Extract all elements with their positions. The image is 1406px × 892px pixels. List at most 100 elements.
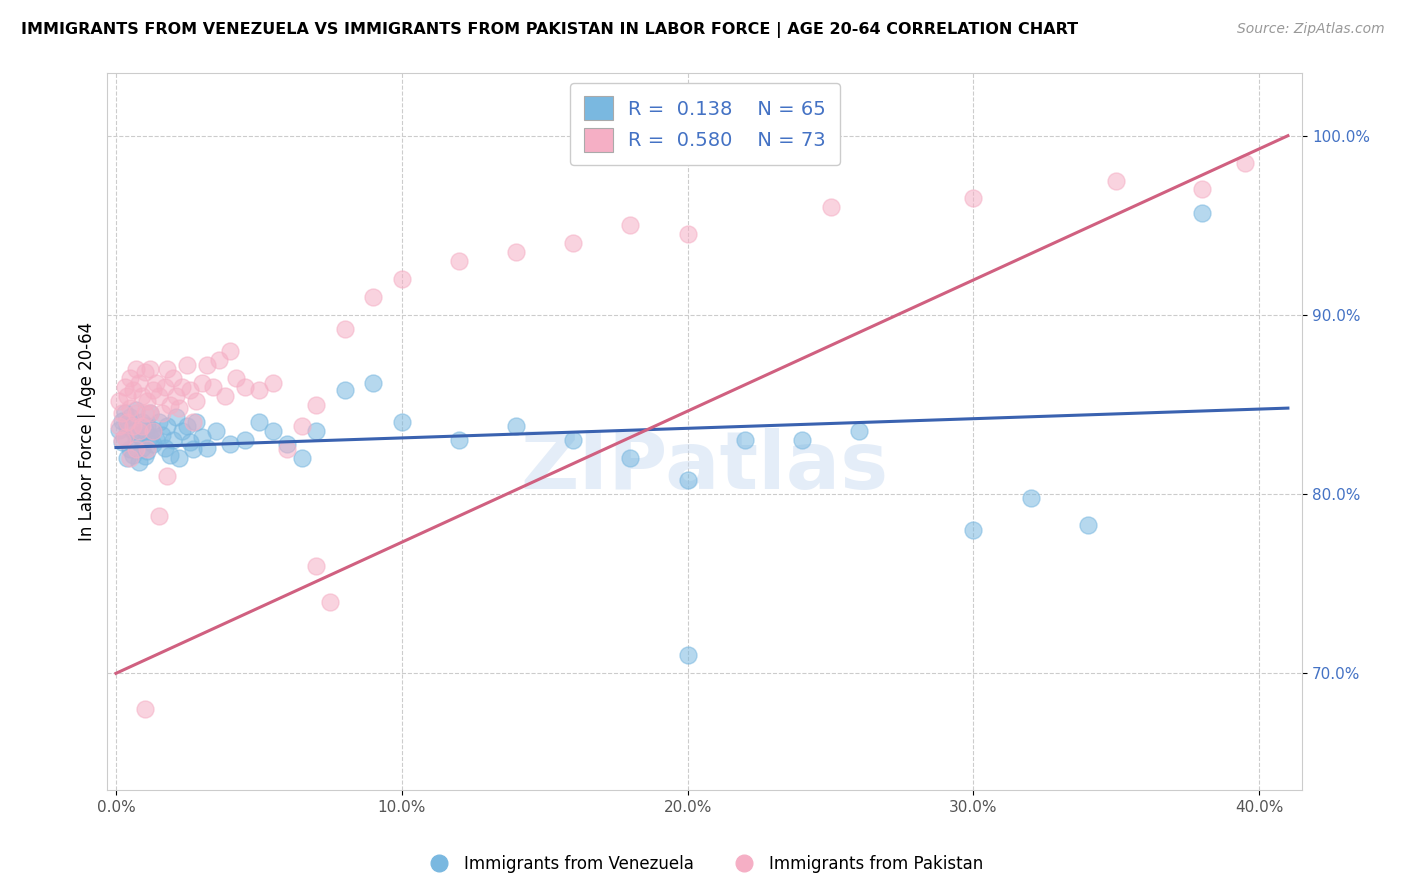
Point	[233, 434, 256, 448]
Point	[111, 435, 134, 450]
Point	[276, 442, 298, 457]
Point	[125, 407, 148, 421]
Point	[108, 423, 131, 437]
Point	[139, 361, 162, 376]
Point	[197, 441, 219, 455]
Point	[139, 407, 162, 421]
Point	[120, 410, 142, 425]
Point	[156, 361, 179, 376]
Point	[111, 407, 134, 421]
Point	[167, 401, 190, 416]
Point	[131, 388, 153, 402]
Point	[225, 370, 247, 384]
Point	[1019, 491, 1042, 505]
Point	[134, 407, 156, 421]
Point	[122, 448, 145, 462]
Point	[128, 428, 150, 442]
Point	[111, 414, 134, 428]
Point	[156, 419, 179, 434]
Legend: R =  0.138    N = 65, R =  0.580    N = 73: R = 0.138 N = 65, R = 0.580 N = 73	[569, 83, 839, 165]
Point	[962, 191, 984, 205]
Point	[114, 430, 136, 444]
Point	[790, 434, 813, 448]
Point	[125, 442, 148, 457]
Point	[619, 451, 641, 466]
Point	[142, 425, 165, 439]
Point	[134, 702, 156, 716]
Point	[162, 370, 184, 384]
Point	[125, 434, 148, 448]
Point	[114, 379, 136, 393]
Point	[505, 245, 527, 260]
Point	[447, 254, 470, 268]
Point	[276, 437, 298, 451]
Point	[219, 437, 242, 451]
Point	[128, 425, 150, 439]
Point	[262, 425, 284, 439]
Point	[447, 434, 470, 448]
Point	[128, 455, 150, 469]
Point	[139, 407, 162, 421]
Point	[131, 416, 153, 430]
Point	[145, 432, 167, 446]
Point	[361, 376, 384, 390]
Point	[125, 361, 148, 376]
Point	[150, 407, 173, 421]
Point	[505, 419, 527, 434]
Point	[170, 379, 193, 393]
Point	[156, 469, 179, 483]
Point	[202, 379, 225, 393]
Point	[145, 376, 167, 390]
Point	[1191, 206, 1213, 220]
Point	[159, 448, 181, 462]
Point	[262, 376, 284, 390]
Point	[131, 441, 153, 455]
Text: IMMIGRANTS FROM VENEZUELA VS IMMIGRANTS FROM PAKISTAN IN LABOR FORCE | AGE 20-64: IMMIGRANTS FROM VENEZUELA VS IMMIGRANTS …	[21, 22, 1078, 38]
Point	[122, 383, 145, 397]
Point	[108, 419, 131, 434]
Point	[131, 419, 153, 434]
Point	[1191, 182, 1213, 196]
Point	[148, 508, 170, 523]
Text: ZIPatlas: ZIPatlas	[520, 428, 889, 507]
Point	[122, 425, 145, 439]
Point	[134, 365, 156, 379]
Point	[184, 393, 207, 408]
Point	[233, 379, 256, 393]
Legend: Immigrants from Venezuela, Immigrants from Pakistan: Immigrants from Venezuela, Immigrants fr…	[416, 848, 990, 880]
Point	[120, 401, 142, 416]
Point	[148, 388, 170, 402]
Point	[1077, 517, 1099, 532]
Point	[361, 290, 384, 304]
Point	[247, 416, 270, 430]
Point	[247, 383, 270, 397]
Point	[148, 416, 170, 430]
Point	[128, 376, 150, 390]
Point	[170, 425, 193, 439]
Y-axis label: In Labor Force | Age 20-64: In Labor Force | Age 20-64	[79, 322, 96, 541]
Point	[162, 434, 184, 448]
Point	[111, 434, 134, 448]
Point	[117, 416, 139, 430]
Point	[114, 430, 136, 444]
Point	[165, 410, 187, 425]
Point	[305, 398, 328, 412]
Point	[734, 434, 756, 448]
Point	[179, 383, 201, 397]
Point	[562, 434, 585, 448]
Point	[676, 227, 699, 242]
Point	[120, 451, 142, 466]
Point	[391, 272, 413, 286]
Point	[190, 376, 212, 390]
Point	[214, 388, 236, 402]
Point	[562, 236, 585, 251]
Point	[117, 451, 139, 466]
Point	[848, 425, 870, 439]
Point	[165, 388, 187, 402]
Point	[125, 403, 148, 417]
Point	[117, 388, 139, 402]
Point	[120, 370, 142, 384]
Point	[305, 558, 328, 573]
Point	[134, 425, 156, 439]
Point	[150, 428, 173, 442]
